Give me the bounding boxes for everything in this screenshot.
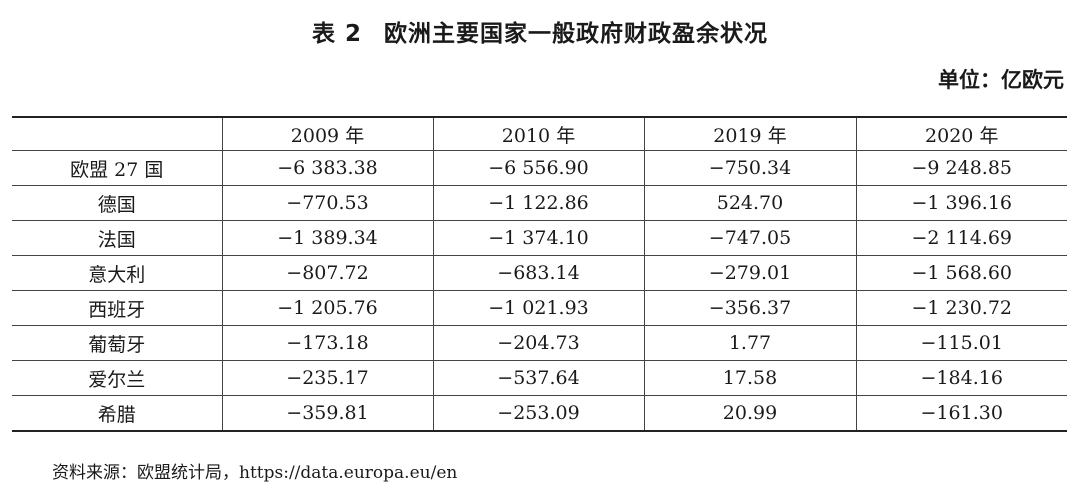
header-cell-2020: 2020 年 <box>855 117 1067 151</box>
table-cell: −184.16 <box>855 360 1067 396</box>
table-row: 爱尔兰 −235.17 −537.64 17.58 −184.16 <box>12 360 1067 396</box>
table-cell: −173.18 <box>221 325 433 361</box>
row-label: 爱尔兰 <box>12 360 222 396</box>
row-label: 葡萄牙 <box>12 325 222 361</box>
row-label: 欧盟 27 国 <box>12 150 222 186</box>
table-cell: 524.70 <box>643 185 856 221</box>
table-cell: −359.81 <box>221 395 433 431</box>
table-row: 西班牙 −1 205.76 −1 021.93 −356.37 −1 230.7… <box>12 290 1067 326</box>
table-cell: −1 396.16 <box>855 185 1067 221</box>
table-cell: −161.30 <box>855 395 1067 431</box>
table-row: 欧盟 27 国 −6 383.38 −6 556.90 −750.34 −9 2… <box>12 150 1067 186</box>
table-cell: −279.01 <box>643 255 856 291</box>
table-cell: −356.37 <box>643 290 856 326</box>
table-cell: −1 374.10 <box>432 220 644 256</box>
table-cell: 20.99 <box>643 395 856 431</box>
unit-label: 单位：亿欧元 <box>938 68 1064 92</box>
table-cell: −1 389.34 <box>221 220 433 256</box>
table-cell: −1 230.72 <box>855 290 1067 326</box>
table-cell: −747.05 <box>643 220 856 256</box>
table-cell: 17.58 <box>643 360 856 396</box>
header-cell-2019: 2019 年 <box>643 117 856 151</box>
table-title-text: 欧洲主要国家一般政府财政盈余状况 <box>384 21 768 47</box>
row-label: 西班牙 <box>12 290 222 326</box>
table-row: 德国 −770.53 −1 122.86 524.70 −1 396.16 <box>12 185 1067 221</box>
row-label: 德国 <box>12 185 222 221</box>
table-row: 希腊 −359.81 −253.09 20.99 −161.30 <box>12 395 1067 431</box>
table-title: 表 2 欧洲主要国家一般政府财政盈余状况 <box>0 14 1080 48</box>
row-label: 希腊 <box>97 403 136 426</box>
fiscal-surplus-table: 2009 年 2010 年 2019 年 2020 年 欧盟 27 国 −6 3… <box>12 116 1067 432</box>
table-cell: 1.77 <box>643 325 856 361</box>
table-cell: −683.14 <box>432 255 644 291</box>
table-cell: −204.73 <box>432 325 644 361</box>
header-cell-2010: 2010 年 <box>432 117 644 151</box>
table-cell: −6 383.38 <box>221 150 433 186</box>
table-cell: −770.53 <box>221 185 433 221</box>
header-cell-2009: 2009 年 <box>221 117 433 151</box>
table-cell: −235.17 <box>221 360 433 396</box>
table-cell: −537.64 <box>432 360 644 396</box>
table-row: 法国 −1 389.34 −1 374.10 −747.05 −2 114.69 <box>12 220 1067 256</box>
header-cell-country <box>12 117 222 151</box>
table-cell: −9 248.85 <box>855 150 1067 186</box>
table-cell: −115.01 <box>855 325 1067 361</box>
table-cell: −1 568.60 <box>855 255 1067 291</box>
table-cell: −807.72 <box>221 255 433 291</box>
table-row: 意大利 −807.72 −683.14 −279.01 −1 568.60 <box>12 255 1067 291</box>
table-cell: −750.34 <box>643 150 856 186</box>
table-cell: −6 556.90 <box>432 150 644 186</box>
row-label: 法国 <box>12 220 222 256</box>
table-cell: −1 122.86 <box>432 185 644 221</box>
table-cell: −1 205.76 <box>221 290 433 326</box>
table-row: 葡萄牙 −173.18 −204.73 1.77 −115.01 <box>12 325 1067 361</box>
source-note: 资料来源：欧盟统计局，https://data.europa.eu/en <box>52 463 458 483</box>
table-number: 表 2 <box>311 21 362 47</box>
table-cell: −2 114.69 <box>855 220 1067 256</box>
row-label: 意大利 <box>12 255 222 291</box>
table-cell: −253.09 <box>432 395 644 431</box>
table-cell: −1 021.93 <box>432 290 644 326</box>
table-header-row: 2009 年 2010 年 2019 年 2020 年 <box>12 117 1067 151</box>
